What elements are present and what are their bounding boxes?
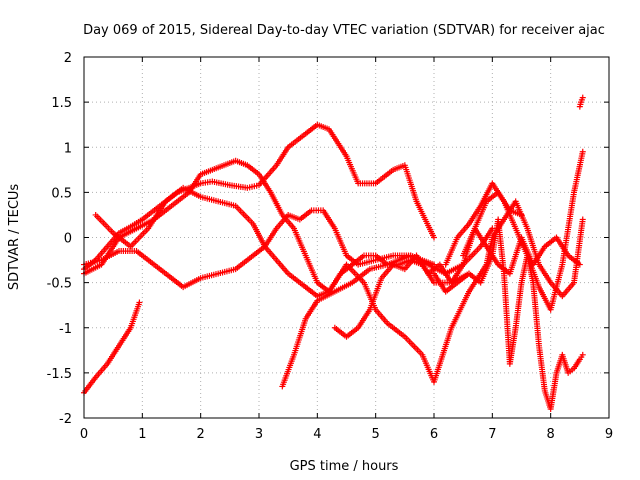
data-point [579,94,586,101]
x-tick-label: 4 [313,427,321,442]
x-tick-label: 8 [547,427,555,442]
x-axis-label: GPS time / hours [290,459,399,474]
data-point [518,211,525,218]
x-tick-label: 0 [80,427,88,442]
x-tick-label: 9 [605,427,613,442]
y-tick-label: 0 [64,232,72,247]
y-tick-label: 1.5 [51,96,72,111]
series-track-g [331,189,525,340]
data-markers [81,94,586,412]
data-point [579,351,586,358]
x-tick-label: 5 [372,427,380,442]
data-point [576,261,583,268]
series-track-e [81,299,143,396]
axis-ticks: 0 1 2 3 4 5 6 7 8 9 2 1.5 1 0.5 0 -0.5 -1 -1.5 -2 [47,51,614,442]
data-point [136,299,143,306]
x-tick-label: 3 [255,427,263,442]
data-point [579,148,586,155]
y-tick-label: 2 [64,51,72,66]
y-tick-label: -0.5 [47,277,72,292]
data-point [431,234,437,241]
y-tick-label: 1 [64,141,72,156]
chart-title: Day 069 of 2015, Sidereal Day-to-day VTE… [83,23,605,38]
x-tick-label: 7 [488,427,496,442]
y-tick-label: 0.5 [51,186,72,201]
series-track-k [576,94,586,110]
y-tick-label: -1 [59,322,72,337]
series-track-i [442,148,586,313]
y-axis-label: SDTVAR / TECUs [7,184,22,291]
y-tick-label: -2 [59,412,72,427]
x-tick-label: 6 [430,427,438,442]
series-track-j [460,225,583,277]
data-point [579,216,586,223]
y-tick-label: -1.5 [47,367,72,382]
x-tick-label: 1 [138,427,146,442]
x-tick-label: 2 [197,427,205,442]
